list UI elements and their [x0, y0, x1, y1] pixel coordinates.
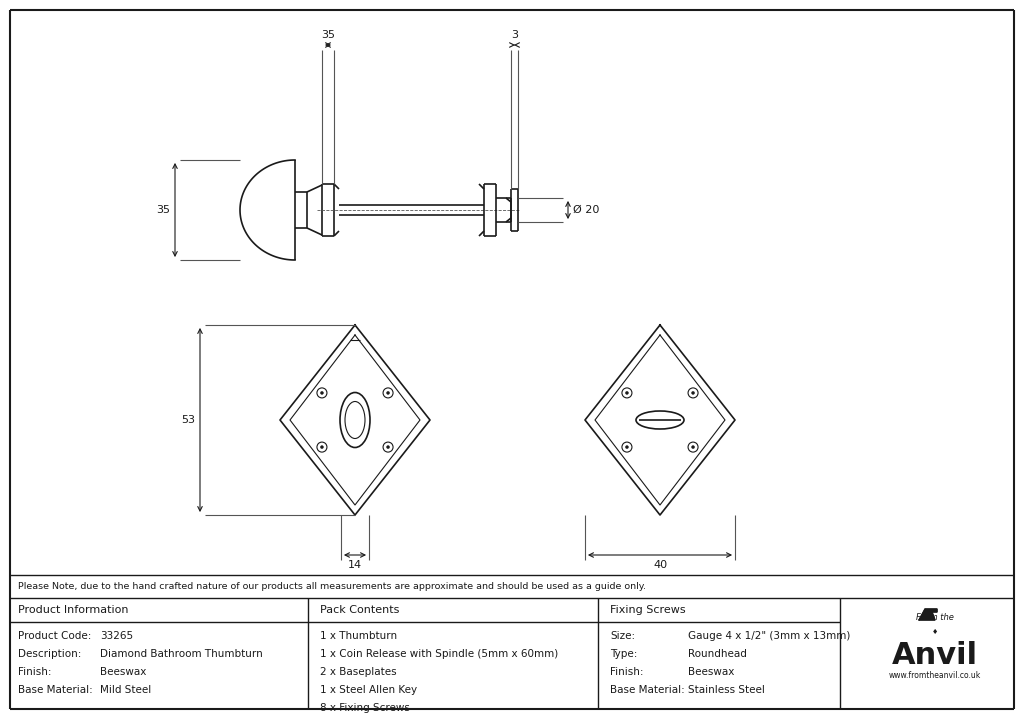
Text: Type:: Type: — [610, 649, 637, 659]
Text: Product Information: Product Information — [18, 605, 128, 615]
Text: Description:: Description: — [18, 649, 81, 659]
Text: Anvil: Anvil — [892, 641, 978, 669]
Text: www.fromtheanvil.co.uk: www.fromtheanvil.co.uk — [889, 671, 981, 679]
Text: 8 x Fixing Screws: 8 x Fixing Screws — [319, 703, 410, 713]
Text: 40: 40 — [653, 560, 667, 570]
Text: Finish:: Finish: — [18, 667, 51, 677]
Circle shape — [626, 391, 629, 395]
Text: 35: 35 — [321, 30, 335, 40]
Text: Size:: Size: — [610, 631, 635, 641]
Text: 14: 14 — [348, 560, 362, 570]
Text: Beeswax: Beeswax — [100, 667, 146, 677]
Text: From the: From the — [916, 613, 954, 621]
Text: Base Material:: Base Material: — [610, 685, 685, 695]
Text: 53: 53 — [181, 415, 195, 425]
Text: Pack Contents: Pack Contents — [319, 605, 399, 615]
Circle shape — [321, 391, 324, 395]
Text: Fixing Screws: Fixing Screws — [610, 605, 686, 615]
Text: Stainless Steel: Stainless Steel — [688, 685, 765, 695]
Circle shape — [321, 446, 324, 449]
Circle shape — [691, 391, 694, 395]
Circle shape — [386, 391, 389, 395]
Text: Mild Steel: Mild Steel — [100, 685, 152, 695]
Text: 3: 3 — [511, 30, 518, 40]
Text: 33265: 33265 — [100, 631, 133, 641]
Circle shape — [386, 446, 389, 449]
Circle shape — [626, 446, 629, 449]
Text: Base Material:: Base Material: — [18, 685, 93, 695]
Text: Diamond Bathroom Thumbturn: Diamond Bathroom Thumbturn — [100, 649, 263, 659]
Text: Gauge 4 x 1/2" (3mm x 13mm): Gauge 4 x 1/2" (3mm x 13mm) — [688, 631, 850, 641]
Text: Please Note, due to the hand crafted nature of our products all measurements are: Please Note, due to the hand crafted nat… — [18, 582, 646, 591]
Text: 1 x Steel Allen Key: 1 x Steel Allen Key — [319, 685, 417, 695]
Circle shape — [691, 446, 694, 449]
Text: 2 x Baseplates: 2 x Baseplates — [319, 667, 396, 677]
Text: 1 x Coin Release with Spindle (5mm x 60mm): 1 x Coin Release with Spindle (5mm x 60m… — [319, 649, 558, 659]
Text: Roundhead: Roundhead — [688, 649, 746, 659]
Text: Finish:: Finish: — [610, 667, 643, 677]
Text: ♦: ♦ — [932, 629, 938, 635]
Polygon shape — [919, 609, 937, 620]
Text: 35: 35 — [156, 205, 170, 215]
Text: 1 x Thumbturn: 1 x Thumbturn — [319, 631, 397, 641]
Text: Product Code:: Product Code: — [18, 631, 91, 641]
Text: Ø 20: Ø 20 — [573, 205, 599, 215]
Text: Beeswax: Beeswax — [688, 667, 734, 677]
